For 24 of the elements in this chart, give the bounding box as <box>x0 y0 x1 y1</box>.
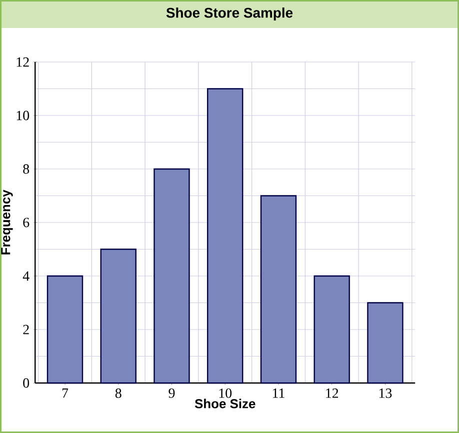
bar <box>314 275 350 384</box>
x-tick-label: 13 <box>379 388 392 398</box>
y-tick-label: 2 <box>23 324 29 334</box>
y-axis-title: Frequency <box>1 190 13 254</box>
x-tick-label: 11 <box>272 388 284 398</box>
x-axis-title: Shoe Size <box>194 398 256 408</box>
y-tick-label: 6 <box>23 218 30 228</box>
y-tick-label: 0 <box>23 378 30 388</box>
bar <box>207 88 244 384</box>
bar <box>260 195 297 384</box>
x-tick-label: 12 <box>326 388 338 398</box>
bar <box>367 302 404 384</box>
y-tick-label: 8 <box>23 164 30 174</box>
y-tick-label: 12 <box>16 57 29 67</box>
x-tick-label: 9 <box>168 388 175 398</box>
bar <box>100 248 136 384</box>
y-tick-label: 10 <box>16 110 30 120</box>
chart-title: Shoe Store Sample <box>166 7 293 20</box>
y-tick-label: 4 <box>22 271 30 281</box>
bar <box>154 168 190 384</box>
x-tick-label: 8 <box>115 388 122 398</box>
x-tick-label: 7 <box>62 388 68 398</box>
bar <box>46 275 84 384</box>
x-tick-label: 10 <box>219 388 232 398</box>
